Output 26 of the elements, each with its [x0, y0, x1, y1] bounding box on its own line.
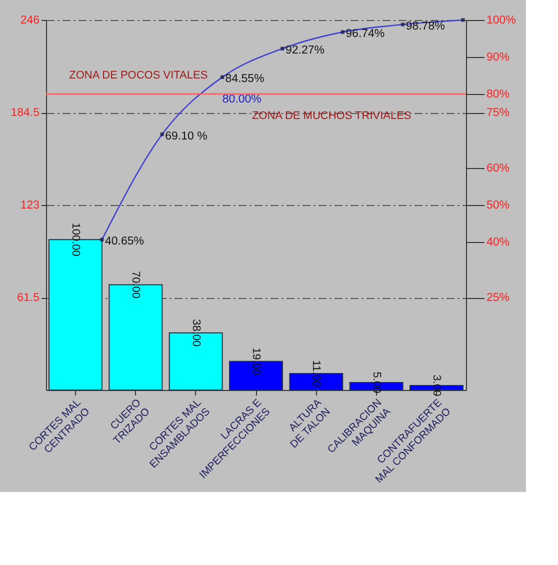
y2-tick-label: 50% — [486, 200, 510, 212]
y2-tick-label: 40% — [486, 236, 510, 248]
annotation: ZONA DE POCOS VITALES — [69, 70, 208, 82]
y2-tick-label: 100% — [486, 14, 516, 26]
data-label: 40.65% — [104, 236, 144, 248]
annotation: 80.00% — [222, 94, 262, 106]
y2-tick-label: 60% — [486, 162, 510, 174]
y-tick-label: 184.5 — [10, 107, 40, 119]
y2-tick-label: 25% — [486, 292, 510, 304]
data-label: 69.10 % — [165, 130, 208, 142]
y-tick-label: 123 — [20, 200, 40, 212]
data-label: 100.00 — [69, 222, 82, 256]
y-tick-label: 61.5 — [17, 292, 40, 304]
data-label: 11.00 — [310, 360, 322, 387]
y-tick-label: 246 — [20, 14, 40, 26]
y2-tick-label: 75% — [486, 107, 510, 119]
data-label: 98.78% — [406, 20, 445, 33]
data-label: 92.27% — [285, 44, 324, 57]
data-label: 38.00 — [190, 319, 202, 347]
data-label: 19.00 — [250, 348, 262, 376]
y2-tick-label: 90% — [486, 52, 510, 64]
y2-tick-label: 80% — [486, 88, 510, 100]
annotation: ZONA DE MUCHOS TRIVIALES — [252, 110, 412, 122]
data-label: 70.00 — [130, 270, 142, 298]
data-label: 96.74% — [346, 28, 385, 40]
data-label: 84.55% — [225, 73, 264, 86]
